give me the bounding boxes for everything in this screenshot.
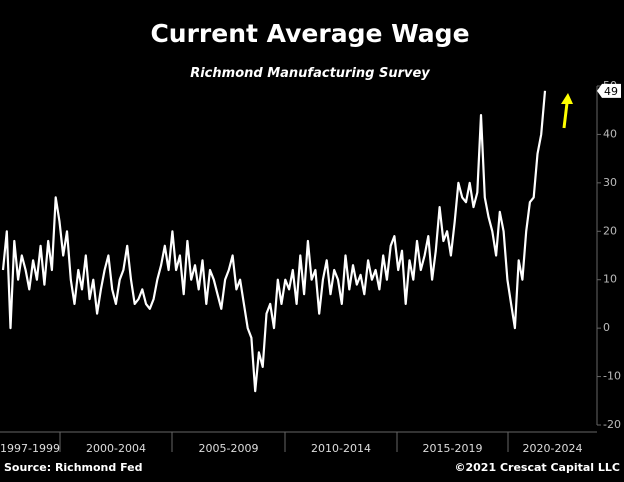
x-period-label: 2020-2024 (523, 442, 583, 455)
source: Source: Richmond Fed (4, 461, 143, 474)
x-period-label: 2015-2019 (423, 442, 483, 455)
last-value-label: 49 (604, 85, 618, 98)
up-arrow (561, 93, 573, 129)
y-tick-label: 30 (603, 176, 617, 189)
x-period-label: 2005-2009 (199, 442, 259, 455)
x-period-label: 1997-1999 (0, 442, 60, 455)
chart-subtitle: Richmond Manufacturing Survey (190, 66, 430, 81)
y-tick-label: 10 (603, 273, 617, 286)
series-line (1, 90, 547, 393)
y-tick-label: 20 (603, 224, 617, 237)
last-value-tag (597, 83, 621, 98)
x-period-label: 2010-2014 (311, 442, 371, 455)
chart-title: Current Average Wage (150, 19, 469, 48)
y-tick-label: -20 (603, 418, 621, 431)
credit: ©2021 Crescat Capital LLC (455, 461, 621, 474)
y-tick-label: -10 (603, 370, 621, 383)
y-tick-label: 40 (603, 127, 617, 140)
y-tick-label: 0 (603, 321, 610, 334)
x-period-label: 2000-2004 (86, 442, 146, 455)
